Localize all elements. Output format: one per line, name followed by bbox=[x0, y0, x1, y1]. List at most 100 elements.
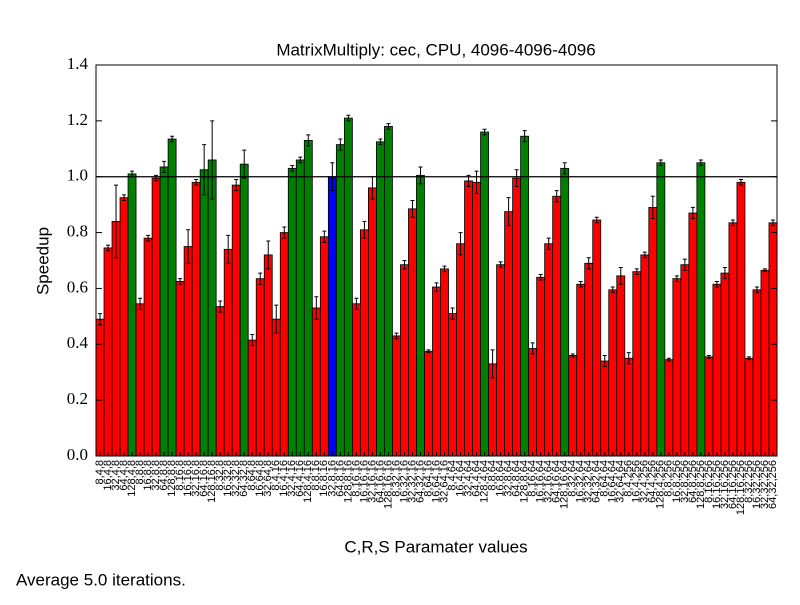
x-tick-label: 32,4,8 bbox=[110, 460, 122, 491]
x-tick-label: 32,32,16 bbox=[406, 460, 418, 503]
bar bbox=[135, 303, 145, 457]
bar bbox=[760, 269, 770, 457]
x-tick-label: 64,32,16 bbox=[414, 460, 426, 503]
bar bbox=[207, 159, 217, 457]
bar bbox=[359, 229, 369, 457]
bar bbox=[384, 126, 393, 457]
bar bbox=[335, 144, 345, 457]
x-tick-label: 16,8,256 bbox=[671, 460, 683, 503]
error-bar bbox=[546, 237, 551, 250]
x-tick-label: 16,4,8 bbox=[102, 460, 114, 491]
x-tick-label: 64,8,256 bbox=[687, 460, 699, 503]
x-tick-label: 64,32,64 bbox=[591, 460, 603, 503]
bar bbox=[584, 262, 594, 457]
x-axis-label: C,R,S Paramater values bbox=[344, 537, 527, 556]
bar bbox=[528, 348, 538, 457]
bar bbox=[392, 335, 401, 457]
x-tick-label: 16,4,64 bbox=[454, 460, 466, 497]
error-bar bbox=[474, 170, 479, 194]
x-tick-label: 16,8,8 bbox=[142, 460, 154, 491]
error-bar bbox=[114, 184, 119, 259]
error-bar bbox=[650, 195, 655, 220]
x-tick-label: 64,32,8 bbox=[238, 460, 250, 497]
bar bbox=[191, 181, 201, 457]
error-bar bbox=[562, 162, 567, 175]
bar bbox=[271, 318, 281, 457]
error-bar bbox=[170, 135, 175, 143]
error-bar bbox=[394, 332, 399, 340]
x-tick-label: 64,4,256 bbox=[647, 460, 659, 503]
x-tick-label: 8,32,64 bbox=[567, 460, 579, 497]
error-bar bbox=[258, 272, 263, 285]
error-bar bbox=[122, 194, 127, 201]
error-bar bbox=[594, 216, 599, 224]
x-tick-label: 32,64,64 bbox=[615, 460, 627, 503]
error-bar bbox=[178, 278, 183, 285]
x-tick-label: 16,8,16 bbox=[318, 460, 330, 497]
x-tick-label: 8,64,8 bbox=[246, 460, 258, 491]
error-bar bbox=[642, 251, 647, 259]
x-tick-label: 128,8,64 bbox=[519, 460, 531, 503]
bar bbox=[175, 281, 185, 457]
bar bbox=[367, 187, 377, 457]
error-bar bbox=[282, 226, 287, 239]
bar bbox=[752, 289, 762, 457]
bar bbox=[720, 272, 730, 457]
bar bbox=[632, 271, 642, 457]
x-tick-label: 64,4,8 bbox=[118, 460, 130, 491]
bar bbox=[568, 355, 578, 457]
error-bar bbox=[482, 128, 487, 136]
x-tick-label: 64,32,256 bbox=[767, 460, 779, 509]
bar bbox=[464, 180, 473, 457]
y-tick-label: 0.2 bbox=[67, 389, 88, 408]
x-tick-label: 32,16,16 bbox=[366, 460, 378, 503]
footer-note: Average 5.0 iterations. bbox=[16, 570, 186, 589]
bar bbox=[536, 276, 546, 457]
error-bar bbox=[498, 261, 503, 268]
error-bar bbox=[674, 275, 679, 282]
error-bar bbox=[634, 268, 639, 275]
x-tick-label: 32,4,16 bbox=[286, 460, 298, 497]
error-bar bbox=[354, 297, 359, 310]
error-bar bbox=[730, 219, 735, 227]
error-bar bbox=[162, 160, 167, 174]
error-bar bbox=[530, 342, 535, 355]
x-tick-label: 16,4,256 bbox=[631, 460, 643, 503]
bar bbox=[311, 307, 321, 457]
error-bar bbox=[106, 244, 111, 252]
x-tick-label: 8,32,16 bbox=[390, 460, 402, 497]
x-tick-label: 32,8,16 bbox=[326, 460, 338, 497]
x-tick-label: 32,8,256 bbox=[679, 460, 691, 503]
bar bbox=[408, 208, 417, 457]
y-tick-label: 0.6 bbox=[67, 277, 88, 296]
bar bbox=[95, 318, 105, 457]
bar bbox=[127, 173, 137, 457]
error-bar bbox=[338, 138, 343, 151]
error-bar bbox=[194, 179, 199, 186]
y-tick-label: 0.4 bbox=[67, 333, 89, 352]
bar bbox=[512, 177, 522, 457]
error-bar bbox=[426, 349, 431, 354]
bar bbox=[183, 246, 193, 457]
x-tick-label: 32,16,8 bbox=[190, 460, 202, 497]
bar bbox=[287, 167, 297, 457]
bar bbox=[343, 117, 353, 457]
bar bbox=[327, 176, 337, 457]
error-bar bbox=[722, 266, 727, 280]
y-axis-label: Speedup bbox=[33, 227, 52, 295]
error-bar bbox=[554, 190, 559, 203]
x-tick-label: 32,32,8 bbox=[230, 460, 242, 497]
x-tick-label: 8,8,64 bbox=[486, 460, 498, 491]
error-bar bbox=[538, 273, 543, 281]
x-tick-label: 32,4,256 bbox=[639, 460, 651, 503]
x-tick-label: 8,32,256 bbox=[743, 460, 755, 503]
x-tick-label: 8,64,16 bbox=[422, 460, 434, 497]
bar bbox=[648, 207, 658, 457]
x-tick-label: 16,16,64 bbox=[535, 460, 547, 503]
x-tick-label: 8,4,256 bbox=[623, 460, 635, 497]
bar bbox=[480, 131, 489, 457]
bar bbox=[440, 268, 449, 457]
bar bbox=[672, 278, 682, 457]
bar bbox=[688, 212, 698, 457]
error-bar bbox=[458, 232, 463, 256]
